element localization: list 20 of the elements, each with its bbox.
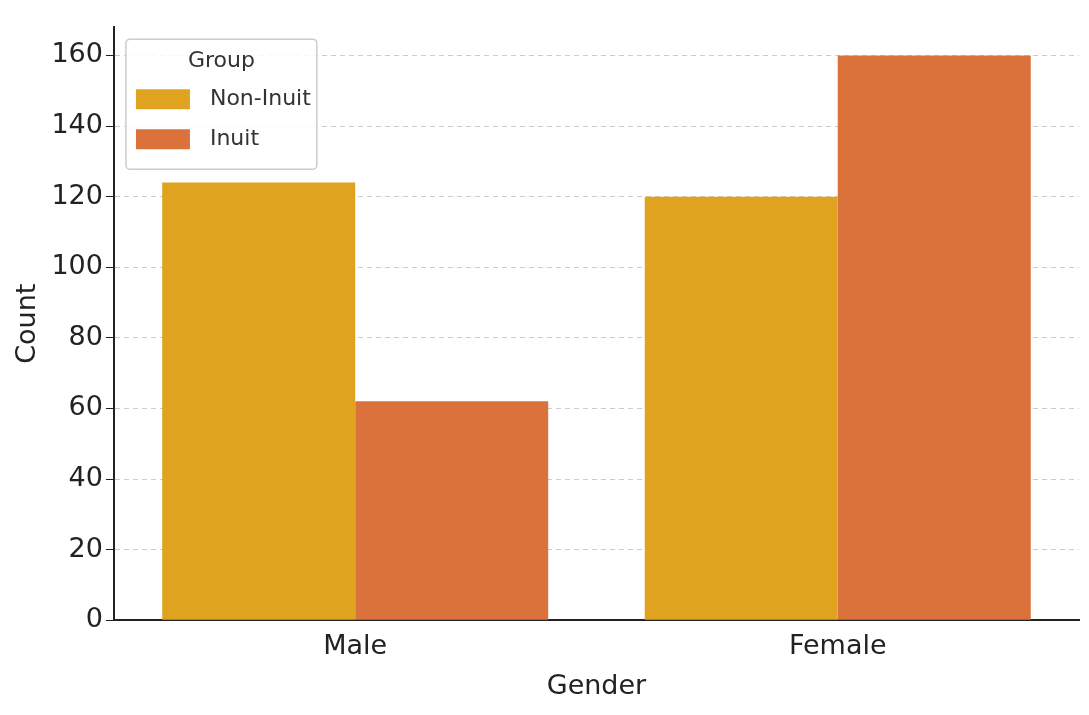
y-tick-label: 120 xyxy=(51,178,103,210)
x-axis-title: Gender xyxy=(546,668,648,700)
bar xyxy=(355,401,549,620)
y-tick-label: 80 xyxy=(68,319,103,351)
y-tick-label: 60 xyxy=(68,390,103,422)
legend-label: Non-Inuit xyxy=(209,84,312,110)
legend-title: Group xyxy=(187,46,255,72)
y-tick-label: 20 xyxy=(68,531,103,563)
y-tick-label: 40 xyxy=(68,461,103,493)
y-tick-label: 140 xyxy=(51,108,103,140)
bar xyxy=(644,196,838,620)
y-tick-label: 160 xyxy=(51,37,103,69)
x-tick-label: Male xyxy=(323,629,388,661)
x-tick-label: Female xyxy=(788,629,887,661)
bar xyxy=(162,182,356,620)
legend-label: Inuit xyxy=(209,124,260,150)
y-tick-label: 0 xyxy=(85,602,103,634)
y-tick-label: 100 xyxy=(51,249,103,281)
y-axis-title: Count xyxy=(10,283,42,364)
bar xyxy=(837,55,1031,620)
